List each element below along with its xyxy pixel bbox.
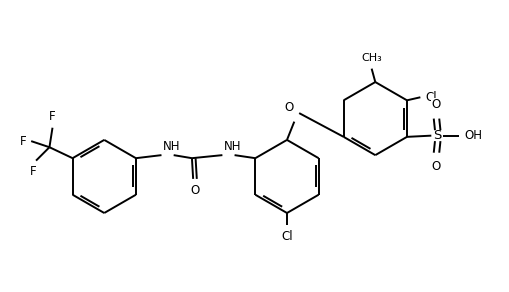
Text: NH: NH xyxy=(162,140,180,153)
Text: OH: OH xyxy=(463,129,482,142)
Text: F: F xyxy=(30,166,37,178)
Text: CH₃: CH₃ xyxy=(360,53,381,62)
Text: Cl: Cl xyxy=(425,91,436,104)
Text: F: F xyxy=(49,110,55,124)
Text: O: O xyxy=(431,98,440,111)
Text: F: F xyxy=(20,135,26,148)
Text: O: O xyxy=(284,101,294,114)
Text: S: S xyxy=(432,129,441,142)
Text: O: O xyxy=(190,184,199,197)
Text: O: O xyxy=(431,160,440,173)
Text: NH: NH xyxy=(223,140,241,153)
Text: Cl: Cl xyxy=(280,230,292,243)
